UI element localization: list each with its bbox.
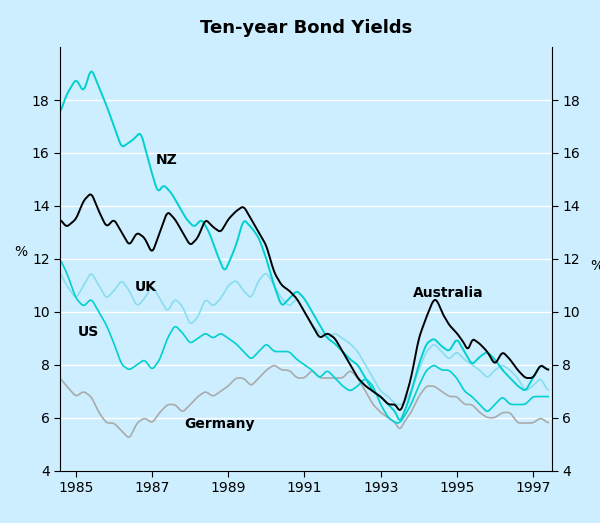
Title: Ten-year Bond Yields: Ten-year Bond Yields bbox=[200, 19, 412, 37]
Y-axis label: %: % bbox=[590, 259, 600, 273]
Text: US: US bbox=[78, 325, 99, 339]
Text: UK: UK bbox=[135, 280, 157, 293]
Text: Australia: Australia bbox=[413, 286, 484, 300]
Text: NZ: NZ bbox=[156, 153, 178, 166]
Y-axis label: %: % bbox=[14, 245, 27, 259]
Text: Germany: Germany bbox=[185, 417, 255, 431]
